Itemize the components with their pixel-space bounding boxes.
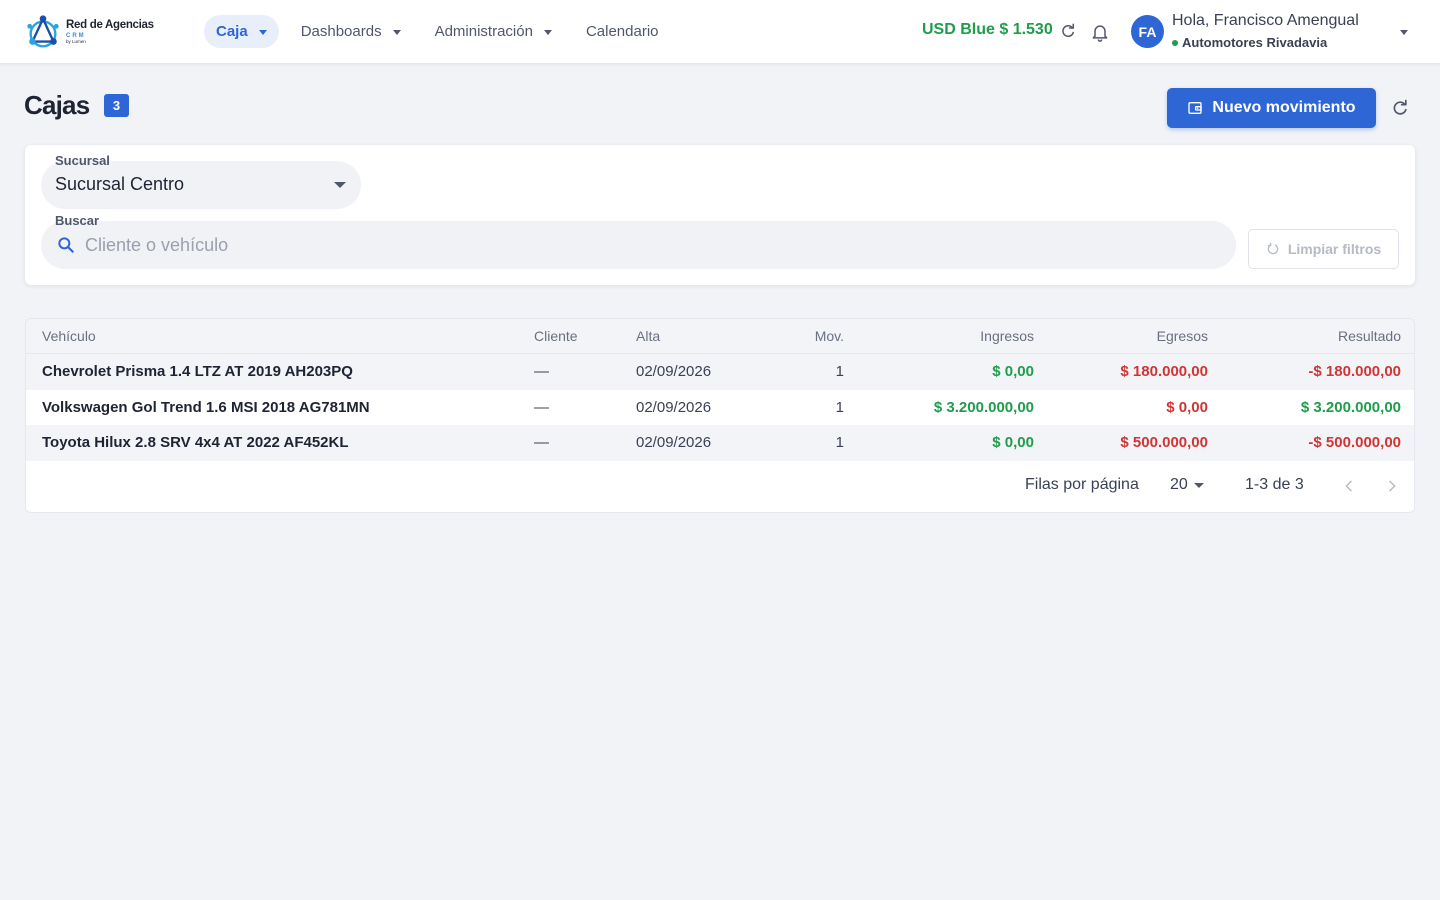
brand-byline: by Lumen bbox=[66, 39, 86, 44]
column-header-client[interactable]: Cliente bbox=[534, 328, 578, 344]
chevron-down-icon bbox=[392, 30, 401, 35]
chevron-right-icon[interactable] bbox=[1384, 478, 1400, 494]
chevron-down-icon bbox=[1193, 482, 1204, 488]
nav-item-label: Caja bbox=[216, 23, 248, 40]
page-range: 1-3 de 3 bbox=[1245, 476, 1304, 493]
branch-select-value: Sucursal Centro bbox=[55, 174, 185, 194]
main-nav: Caja Dashboards Administración Calendari… bbox=[204, 15, 681, 48]
cell-expense: $ 0,00 bbox=[1166, 399, 1208, 416]
cell-movements: 1 bbox=[835, 399, 844, 416]
search-icon bbox=[58, 237, 74, 253]
agency-label: Automotores Rivadavia bbox=[1182, 35, 1328, 50]
agency-name: Automotores Rivadavia bbox=[1172, 35, 1327, 50]
nav-item-dashboards[interactable]: Dashboards bbox=[289, 15, 413, 48]
cell-movements: 1 bbox=[835, 363, 844, 380]
column-header-income[interactable]: Ingresos bbox=[980, 328, 1034, 344]
cell-vehicle: Chevrolet Prisma 1.4 LTZ AT 2019 AH203PQ bbox=[42, 363, 353, 380]
cell-date: 02/09/2026 bbox=[636, 363, 712, 380]
cell-income: $ 3.200.000,00 bbox=[933, 399, 1034, 416]
status-dot bbox=[1172, 39, 1178, 46]
cell-expense: $ 500.000,00 bbox=[1120, 434, 1208, 451]
filters-card: Sucursal Centro Sucursal Buscar Limpiar … bbox=[25, 145, 1415, 285]
table-row[interactable]: Toyota Hilux 2.8 SRV 4x4 AT 2022 AF452KL… bbox=[26, 425, 1414, 461]
nav-item-label: Administración bbox=[434, 23, 533, 40]
chevron-down-icon bbox=[258, 30, 267, 35]
branch-label: Sucursal bbox=[55, 153, 110, 168]
search-label: Buscar bbox=[55, 213, 100, 228]
new-movement-label: Nuevo movimiento bbox=[1212, 99, 1356, 116]
cell-movements: 1 bbox=[835, 434, 844, 451]
column-header-result[interactable]: Resultado bbox=[1337, 328, 1401, 344]
chevron-down-icon bbox=[543, 30, 552, 35]
bell-icon[interactable] bbox=[1090, 21, 1110, 43]
brand-subtitle: CRM bbox=[66, 33, 86, 39]
clear-filters-button[interactable]: Limpiar filtros bbox=[1248, 229, 1399, 269]
cell-vehicle: Toyota Hilux 2.8 SRV 4x4 AT 2022 AF452KL bbox=[42, 434, 349, 451]
brand-title: Red de Agencias bbox=[66, 18, 154, 31]
cell-client: — bbox=[534, 363, 549, 380]
table-row[interactable]: Volkswagen Gol Trend 1.6 MSI 2018 AG781M… bbox=[26, 390, 1414, 426]
nav-item-label: Dashboards bbox=[300, 23, 382, 40]
column-header-movements[interactable]: Mov. bbox=[814, 328, 844, 344]
chevron-down-icon[interactable] bbox=[1400, 30, 1408, 35]
nav-item-label: Calendario bbox=[585, 23, 659, 40]
cell-date: 02/09/2026 bbox=[636, 434, 712, 451]
pagination: Filas por página 20 1-3 de 3 bbox=[26, 476, 1414, 500]
top-bar: Red de Agencias CRM by Lumen Caja Dashbo… bbox=[0, 0, 1440, 64]
cell-date: 02/09/2026 bbox=[636, 399, 712, 416]
refresh-icon[interactable] bbox=[1390, 98, 1410, 118]
cell-expense: $ 180.000,00 bbox=[1120, 363, 1208, 380]
page-title: Cajas bbox=[24, 90, 90, 120]
search-input[interactable] bbox=[85, 221, 1215, 269]
nav-item-calendario[interactable]: Calendario bbox=[574, 15, 671, 48]
cash-table: Vehículo Cliente Alta Mov. Ingresos Egre… bbox=[25, 318, 1415, 513]
cell-result: $ 3.200.000,00 bbox=[1300, 399, 1401, 416]
usd-rate: USD Blue $ 1.530 bbox=[922, 21, 1053, 38]
branch-select[interactable]: Sucursal Centro bbox=[41, 161, 361, 209]
table-row[interactable]: Chevrolet Prisma 1.4 LTZ AT 2019 AH203PQ… bbox=[26, 354, 1414, 390]
logo-icon bbox=[27, 15, 59, 48]
nav-item-administracion[interactable]: Administración bbox=[423, 15, 564, 48]
column-header-vehicle[interactable]: Vehículo bbox=[42, 328, 96, 344]
cell-vehicle: Volkswagen Gol Trend 1.6 MSI 2018 AG781M… bbox=[42, 399, 370, 416]
user-greeting[interactable]: Hola, Francisco Amengual bbox=[1172, 12, 1359, 29]
rows-per-page-select[interactable]: 20 bbox=[1170, 476, 1204, 494]
rows-per-page-label: Filas por página bbox=[1025, 476, 1139, 493]
new-movement-button[interactable]: Nuevo movimiento bbox=[1167, 88, 1376, 128]
count-badge: 3 bbox=[104, 94, 129, 117]
cell-client: — bbox=[534, 434, 549, 451]
wallet-icon bbox=[1188, 102, 1203, 114]
table-header: Vehículo Cliente Alta Mov. Ingresos Egre… bbox=[26, 319, 1414, 354]
column-header-expense[interactable]: Egresos bbox=[1156, 328, 1208, 344]
search-field[interactable] bbox=[41, 221, 1236, 269]
chevron-left-icon[interactable] bbox=[1341, 478, 1357, 494]
avatar[interactable]: FA bbox=[1131, 15, 1164, 48]
rows-per-page-value: 20 bbox=[1170, 476, 1188, 493]
cell-income: $ 0,00 bbox=[992, 363, 1034, 380]
cell-income: $ 0,00 bbox=[992, 434, 1034, 451]
column-header-date[interactable]: Alta bbox=[636, 328, 661, 344]
chevron-down-icon bbox=[334, 182, 346, 188]
clear-filters-label: Limpiar filtros bbox=[1287, 241, 1382, 257]
reset-icon bbox=[1267, 242, 1279, 255]
brand-logo[interactable]: Red de Agencias CRM by Lumen bbox=[24, 12, 164, 52]
refresh-icon[interactable] bbox=[1059, 22, 1077, 40]
nav-item-caja[interactable]: Caja bbox=[204, 15, 279, 48]
cell-client: — bbox=[534, 399, 549, 416]
cell-result: -$ 180.000,00 bbox=[1308, 363, 1401, 380]
cell-result: -$ 500.000,00 bbox=[1308, 434, 1401, 451]
